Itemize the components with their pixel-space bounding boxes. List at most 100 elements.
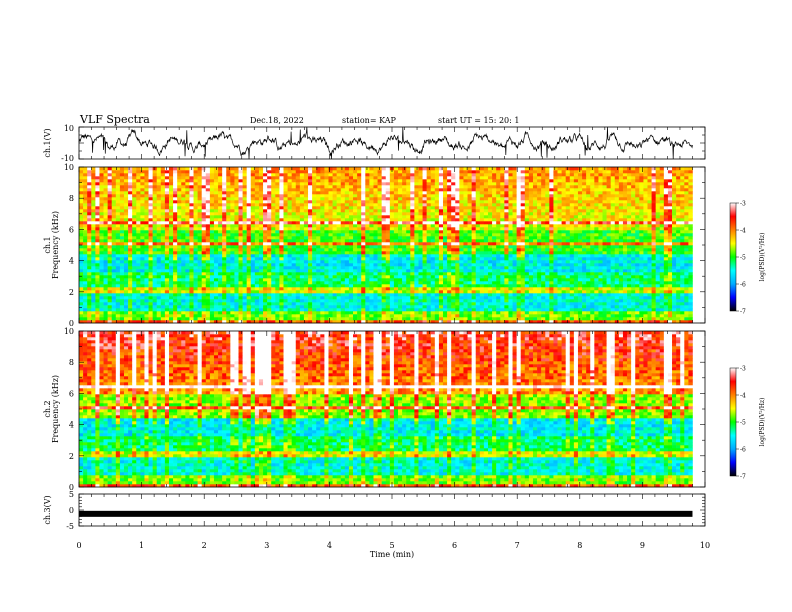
- spectrogram-cell: [410, 227, 415, 231]
- spectrogram-cell: [631, 233, 636, 237]
- spectrogram-cell: [267, 242, 272, 246]
- spectrogram-cell: [565, 236, 571, 240]
- spectrogram-cell: [336, 293, 342, 297]
- spectrogram-cell: [279, 251, 284, 255]
- spectrogram-cell: [561, 227, 566, 231]
- spectrogram-cell: [680, 266, 685, 270]
- spectrogram-cell: [267, 248, 272, 252]
- spectrogram-cell: [365, 290, 370, 294]
- spectrogram-cell: [447, 266, 452, 270]
- spectrogram-cell: [144, 227, 149, 231]
- spectrogram-cell: [303, 281, 309, 285]
- spectrogram-cell: [410, 311, 415, 315]
- spectrogram-cell: [622, 242, 628, 246]
- spectrogram-cell: [553, 254, 558, 258]
- spectrogram-cell: [459, 236, 464, 240]
- spectrogram-cell: [524, 320, 530, 324]
- spectrogram-cell: [230, 230, 235, 234]
- spectrogram-cell: [156, 278, 162, 282]
- spectrogram-cell: [680, 257, 685, 261]
- spectrogram-cell: [467, 287, 472, 291]
- spectrogram-cell: [336, 263, 342, 267]
- spectrogram-cell: [324, 245, 329, 249]
- spectrogram-cell: [357, 302, 362, 306]
- spectrogram-cell: [213, 314, 219, 318]
- spectrogram-cell: [218, 242, 223, 246]
- spectrogram-cell: [234, 230, 239, 234]
- spectrogram-cell: [565, 281, 571, 285]
- spectrogram-cell: [438, 269, 444, 273]
- spectrogram-cell: [189, 248, 194, 252]
- spectrogram-cell: [128, 245, 133, 249]
- spectrogram-cell: [238, 308, 243, 312]
- spectrogram-cell: [348, 302, 354, 306]
- spectrogram-cell: [512, 317, 517, 321]
- spectrogram-cell: [610, 254, 616, 258]
- spectrogram-cell: [164, 239, 170, 243]
- spectrogram-cell: [91, 269, 96, 273]
- spectrogram-cell: [667, 251, 673, 255]
- spectrogram-cell: [279, 257, 284, 261]
- spectrogram-cell: [377, 284, 382, 288]
- spectrogram-cell: [504, 296, 509, 300]
- spectrogram-cell: [557, 275, 562, 279]
- spectrogram-cell: [667, 302, 673, 306]
- spectrogram-cell: [340, 266, 346, 270]
- spectrogram-cell: [291, 293, 297, 297]
- spectrogram-cell: [520, 272, 526, 276]
- spectrogram-cell: [258, 278, 264, 282]
- spectrogram-cell: [565, 251, 571, 255]
- spectrogram-cell: [246, 314, 252, 318]
- spectrogram-cell: [308, 290, 313, 294]
- spectrogram-cell: [316, 230, 321, 234]
- spectrogram-cell: [344, 317, 350, 321]
- spectrogram-cell: [561, 320, 566, 324]
- spectrogram-cell: [639, 248, 644, 252]
- spectrogram-cell: [164, 227, 170, 231]
- spectrogram-cell: [422, 290, 427, 294]
- spectrogram-cell: [647, 281, 652, 285]
- spectrogram-cell: [201, 305, 207, 309]
- spectrogram-cell: [177, 275, 182, 279]
- spectrogram-cell: [504, 254, 509, 258]
- spectrogram-cell: [483, 257, 489, 261]
- spectrogram-cell: [357, 245, 362, 249]
- spectrogram-cell: [242, 266, 247, 270]
- spectrogram-cell: [610, 275, 616, 279]
- spectrogram-cell: [128, 230, 133, 234]
- spectrogram-cell: [205, 314, 211, 318]
- spectrogram-cell: [242, 278, 247, 282]
- spectrogram-cell: [250, 317, 256, 321]
- spectrogram-cell: [283, 317, 288, 321]
- spectrogram-cell: [381, 266, 387, 270]
- spectrogram-cell: [606, 284, 611, 288]
- spectrogram-cell: [336, 260, 342, 264]
- spectrogram-cell: [115, 227, 121, 231]
- spectrogram-cell: [414, 260, 419, 264]
- spectrogram-cell: [87, 239, 92, 243]
- spectrogram-cell: [218, 248, 223, 252]
- spectrogram-cell: [410, 299, 415, 303]
- spectrogram-cell: [422, 251, 427, 255]
- spectrogram-cell: [663, 305, 669, 309]
- spectrogram-cell: [447, 260, 452, 264]
- spectrogram-cell: [267, 257, 272, 261]
- spectrogram-cell: [496, 308, 501, 312]
- spectrogram-cell: [475, 248, 481, 252]
- spectrogram-cell: [672, 293, 677, 297]
- spectrogram-cell: [594, 320, 599, 324]
- spectrogram-cell: [549, 227, 554, 231]
- spectrogram-cell: [87, 296, 92, 300]
- spectrogram-cell: [152, 248, 158, 252]
- spectrogram-cell: [140, 263, 145, 267]
- spectrogram-cell: [443, 269, 448, 273]
- spectrogram-cell: [377, 254, 382, 258]
- spectrogram-cell: [144, 305, 149, 309]
- spectrogram-cell: [545, 311, 550, 315]
- spectrogram-cell: [635, 293, 640, 297]
- spectrogram-cell: [512, 245, 517, 249]
- spectrogram-cell: [451, 260, 456, 264]
- spectrogram-cell: [168, 290, 174, 294]
- spectrogram-cell: [487, 227, 493, 231]
- spectrogram-cell: [242, 260, 247, 264]
